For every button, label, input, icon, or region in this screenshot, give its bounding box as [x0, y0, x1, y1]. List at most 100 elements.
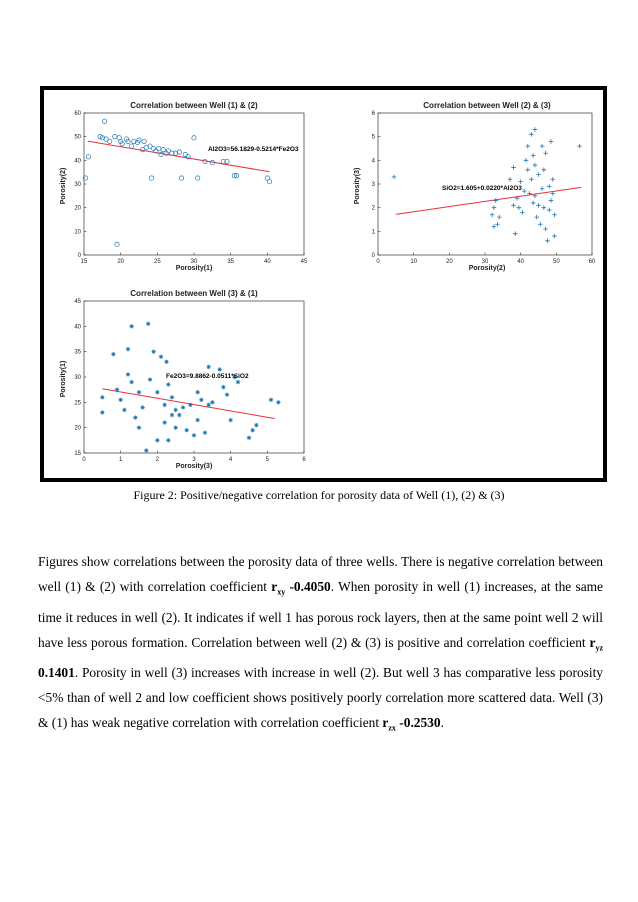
regression-equation: SiO2=1.605+0.0220*Al2O3	[442, 185, 522, 192]
data-point	[162, 402, 167, 408]
y-tick-label: 60	[74, 111, 81, 117]
x-tick-label: 40	[264, 259, 271, 265]
data-point	[107, 138, 113, 144]
data-point	[577, 143, 582, 149]
data-point	[516, 205, 522, 210]
text-run: Figures show correlations between the po…	[38, 554, 603, 594]
data-point	[101, 118, 108, 124]
data-point	[103, 136, 109, 142]
x-tick-label: 3	[192, 457, 196, 463]
data-point	[166, 438, 171, 443]
data-point	[264, 175, 270, 181]
data-point	[140, 405, 145, 410]
y-tick-label: 20	[74, 426, 81, 432]
data-point	[491, 205, 497, 210]
x-tick-label: 50	[553, 259, 560, 265]
data-point	[532, 193, 538, 199]
text-run: . When porosity in well (1) increases, a…	[38, 579, 604, 650]
data-point	[541, 205, 547, 210]
scatter-plot-well2-well3: 0 10 20 30 40 50 60 0 1 2 3 4 5 6 Correlation between …	[354, 101, 596, 272]
data-point	[148, 175, 155, 181]
data-point	[155, 438, 160, 443]
data-point	[100, 395, 105, 400]
data-point	[532, 127, 538, 132]
plot-area	[83, 300, 305, 454]
y-tick-label: 25	[74, 400, 81, 406]
figure-frame: 15 20 25 30 35 40 45 0 10 20 30 40 50 60 Correlation b…	[40, 86, 607, 482]
data-point	[246, 435, 252, 440]
data-point	[136, 425, 142, 430]
plot-area	[377, 112, 593, 256]
data-point	[228, 417, 233, 423]
data-point	[191, 135, 197, 141]
data-point	[125, 138, 131, 144]
data-point	[125, 346, 131, 352]
y-tick-label: 10	[74, 229, 81, 235]
y-tick-label: 40	[74, 158, 81, 164]
y-axis-label: Porosity(1)	[60, 361, 67, 398]
data-point	[158, 354, 164, 359]
data-point	[530, 200, 536, 206]
data-point	[184, 428, 189, 433]
data-point	[114, 241, 120, 247]
y-tick-label: 5	[372, 135, 376, 141]
data-point	[548, 139, 554, 144]
data-point	[254, 422, 259, 428]
y-tick-label: 45	[74, 299, 81, 305]
data-point	[232, 374, 237, 380]
data-point	[266, 179, 273, 185]
data-point	[529, 132, 534, 137]
data-point	[209, 160, 215, 166]
data-point	[206, 364, 211, 370]
data-point	[140, 147, 146, 153]
data-point	[169, 150, 175, 156]
data-point	[536, 203, 541, 208]
data-point	[530, 153, 536, 158]
x-tick-label: 0	[82, 457, 86, 463]
data-point	[122, 407, 127, 413]
data-point	[543, 150, 548, 156]
x-tick-label: 10	[410, 259, 417, 265]
data-point	[511, 165, 516, 170]
data-point	[173, 407, 178, 413]
y-tick-label: 15	[74, 451, 81, 457]
x-tick-label: 20	[446, 259, 453, 265]
coefficient-ryz: ryz 0.1401	[38, 634, 603, 681]
data-point	[165, 148, 171, 154]
data-point	[202, 158, 208, 165]
x-axis-label: Porosity(3)	[176, 463, 213, 470]
data-point	[513, 231, 518, 236]
data-point	[276, 400, 281, 405]
y-tick-label: 0	[372, 253, 376, 259]
x-tick-label: 4	[229, 457, 233, 463]
data-point	[224, 158, 230, 165]
data-point	[233, 173, 240, 179]
data-point	[169, 412, 175, 418]
data-point	[231, 173, 237, 179]
coefficient-rzx: rzx -0.2530	[382, 715, 441, 734]
data-point	[545, 238, 550, 244]
x-axis-label: Porosity(2)	[469, 265, 506, 272]
x-tick-label: 30	[191, 259, 198, 265]
data-point	[511, 203, 516, 208]
data-point	[543, 226, 548, 232]
data-point	[537, 221, 543, 227]
figure-caption: Figure 2: Positive/negative correlation …	[133, 488, 505, 502]
data-point	[125, 372, 131, 377]
data-point	[539, 143, 545, 149]
trend-line	[395, 186, 582, 215]
text-run: . Porosity in well (3) increases with in…	[38, 665, 603, 731]
data-point	[268, 397, 274, 402]
data-point	[100, 410, 105, 415]
x-tick-label: 15	[81, 259, 88, 265]
data-point	[111, 352, 116, 357]
data-point	[151, 349, 156, 354]
y-tick-label: 30	[74, 375, 81, 381]
data-point	[541, 167, 547, 173]
data-point	[217, 367, 222, 372]
data-point	[114, 387, 120, 392]
data-point	[206, 402, 211, 408]
data-point	[518, 179, 523, 184]
data-point	[143, 144, 149, 150]
